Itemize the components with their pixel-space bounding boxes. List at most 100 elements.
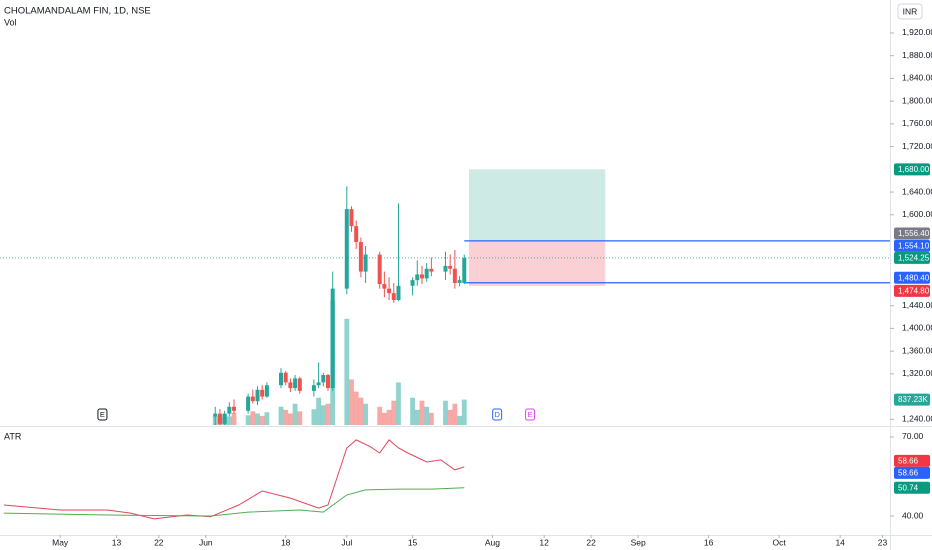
price-tag-label: 1,524.25 [898,253,930,262]
event-marker [97,408,108,421]
price-tag-label: 1,474.80 [898,287,930,296]
volume-bar [461,399,467,425]
y-tick-label: 1,360.00 [902,345,932,355]
candle-body [344,209,349,289]
volume-bar [255,413,260,425]
candle-body [288,382,293,389]
candle-body [377,254,382,285]
chart-title: CHOLAMANDALAM FIN, 1D, NSE [4,6,151,17]
volume-legend: Vol [4,17,17,27]
y-tick-label: 1,840.00 [902,73,932,83]
volume-bar [325,403,331,425]
candle-body [217,413,222,424]
event-marker [525,408,536,421]
x-tick-label: 22 [154,537,164,547]
candle-body [391,293,396,300]
volume-bar [363,403,368,425]
price-tag [894,271,930,284]
currency-button[interactable] [897,3,923,20]
x-tick-label: 13 [112,537,122,547]
candle-body [396,285,401,300]
event-label: E [100,410,105,419]
volume-bar [297,411,303,425]
x-tick-label: Aug [485,537,500,547]
volume-bar [428,412,434,425]
x-tick-label: 15 [408,537,418,547]
candle-body [330,288,335,389]
volume-bar [250,411,256,425]
volume-bar [226,416,232,425]
x-tick-label: May [52,537,69,547]
price-tag [894,227,930,240]
volume-bar [443,400,448,425]
candle-body [246,396,251,411]
price-tag-label: 50.74 [898,483,919,492]
candle-body [260,389,265,397]
volume-bar [349,379,354,425]
price-tag [894,393,930,406]
candle-body [325,375,330,389]
price-tag [894,466,930,479]
loss-zone [468,240,606,286]
y-tick-label: 1,880.00 [902,50,932,60]
price-tag-label: 1,480.40 [898,273,930,282]
candle-body [358,242,363,272]
volume-bar [288,413,293,425]
volume-bar [320,405,326,425]
volume-bar [410,397,415,425]
y-tick-label: 1,440.00 [902,300,932,310]
atr-legend: ATR [4,431,22,441]
candle-body [452,268,457,283]
volume-bar [419,400,425,425]
volume-bar [381,412,387,425]
volume-bar [283,409,289,425]
volume-bar [264,412,270,425]
candle-body [316,382,321,386]
volume-bar [457,415,462,425]
price-tag [894,239,930,252]
price-tag-label: 1,554.10 [898,241,930,250]
candle-body [443,265,448,272]
candle-body [227,406,232,414]
candle-body [232,406,237,411]
candle-body [279,372,284,386]
candle-body [250,396,255,402]
candle-body [297,378,302,391]
candle-body [255,389,260,402]
profit-zone [468,169,606,241]
price-tag [894,481,930,494]
price-tag-label: 1,556.40 [898,229,930,238]
volume-bar [377,406,383,425]
x-tick-label: 16 [704,537,714,547]
atr-tick-label: 70.00 [902,431,924,441]
volume-bar [391,400,397,425]
x-tick-label: 18 [281,537,291,547]
volume-bar [452,403,458,425]
x-tick-label: 23 [878,537,888,547]
volume-bar [386,409,392,425]
candle-body [457,280,462,283]
price-tag-label: 1,680.00 [898,165,930,174]
candle-body [311,385,316,391]
candle-body [264,385,269,397]
volume-bar [311,409,317,425]
candle-body [363,254,368,272]
volume-bar [358,397,364,425]
volume-bar [292,403,298,425]
atr-line [3,439,465,520]
y-tick-label: 1,400.00 [902,323,932,333]
candle-body [349,209,354,227]
x-tick-label: 14 [835,537,845,547]
price-tag [894,251,930,264]
y-tick-label: 1,600.00 [902,209,932,219]
x-tick-label: Jul [341,537,352,547]
price-tag [894,163,930,176]
candle-body [462,257,467,283]
candle-body [213,413,218,417]
volume-bar [316,397,321,425]
currency[interactable]: INR [903,6,918,16]
y-tick-label: 1,920.00 [902,27,932,37]
candle-body [429,268,434,272]
volume-bar [259,415,265,425]
